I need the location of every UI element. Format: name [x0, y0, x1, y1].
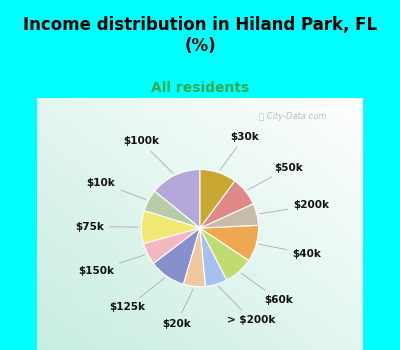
- Text: ⓘ City-Data.com: ⓘ City-Data.com: [259, 112, 326, 121]
- Wedge shape: [200, 228, 249, 280]
- Wedge shape: [184, 228, 206, 287]
- Wedge shape: [200, 169, 235, 228]
- Wedge shape: [154, 228, 200, 284]
- Wedge shape: [200, 204, 258, 228]
- Text: $50k: $50k: [248, 163, 303, 190]
- Text: All residents: All residents: [151, 80, 249, 94]
- Wedge shape: [144, 228, 200, 264]
- Text: > $200k: > $200k: [218, 286, 275, 325]
- Text: $150k: $150k: [78, 255, 145, 276]
- Wedge shape: [154, 169, 200, 228]
- Text: $75k: $75k: [75, 222, 139, 232]
- Text: $60k: $60k: [241, 273, 293, 304]
- Text: Income distribution in Hiland Park, FL
(%): Income distribution in Hiland Park, FL (…: [23, 16, 377, 55]
- Text: $40k: $40k: [259, 244, 321, 259]
- Text: $10k: $10k: [87, 178, 146, 200]
- Text: $20k: $20k: [162, 289, 193, 329]
- Text: $100k: $100k: [123, 136, 173, 173]
- Text: $125k: $125k: [110, 278, 165, 312]
- Text: $30k: $30k: [220, 132, 259, 170]
- Wedge shape: [142, 211, 200, 244]
- Wedge shape: [200, 228, 227, 286]
- Wedge shape: [200, 225, 258, 260]
- Text: $200k: $200k: [260, 201, 329, 214]
- Wedge shape: [144, 191, 200, 228]
- Wedge shape: [200, 181, 253, 228]
